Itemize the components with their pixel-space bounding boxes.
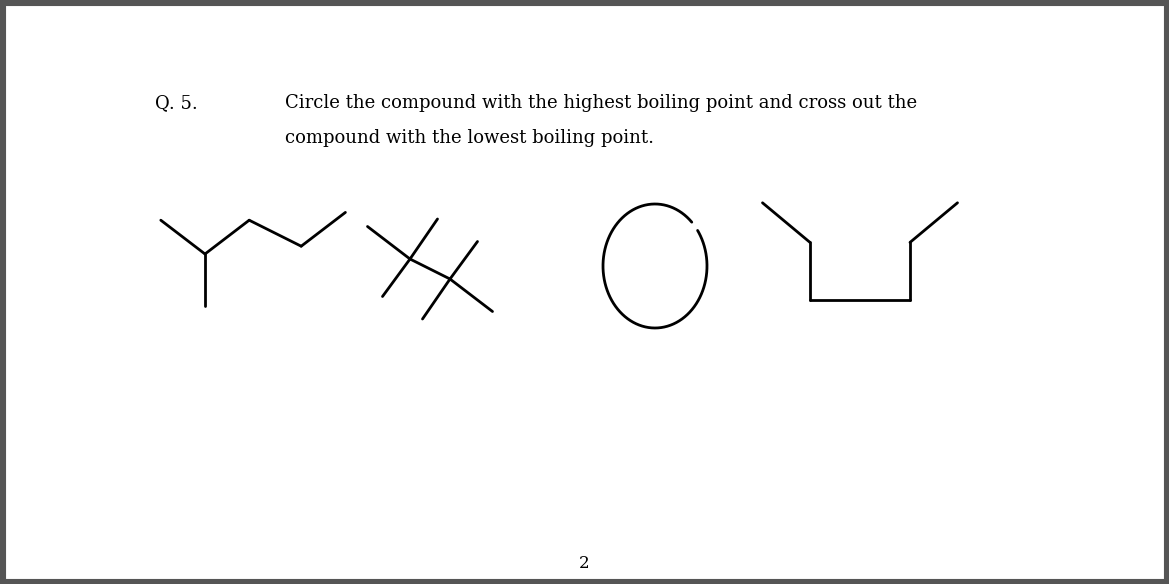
Text: Circle the compound with the highest boiling point and cross out the: Circle the compound with the highest boi…	[285, 94, 918, 112]
Text: compound with the lowest boiling point.: compound with the lowest boiling point.	[285, 129, 653, 147]
Text: 2: 2	[579, 555, 590, 572]
Text: Q. 5.: Q. 5.	[155, 94, 198, 112]
